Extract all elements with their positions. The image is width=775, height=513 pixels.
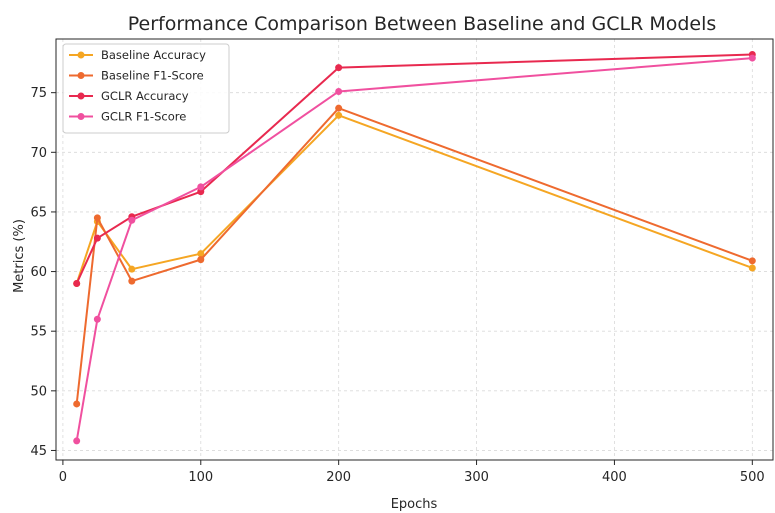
data-point-gclr-accuracy [335,64,343,72]
series-gclr-f1-score [73,54,756,445]
y-tick-label: 60 [30,265,47,280]
data-point-gclr-f1-score [128,216,136,224]
y-tick-label: 55 [30,325,47,340]
legend-item: GCLR F1-Score [69,110,186,124]
data-point-gclr-f1-score [748,54,756,62]
data-point-gclr-f1-score [335,87,343,95]
x-tick-label: 500 [740,470,765,485]
legend-swatch-marker [77,113,85,120]
x-tick-label: 0 [59,470,67,485]
legend-label: GCLR Accuracy [101,89,189,103]
data-point-baseline-accuracy [335,111,343,119]
x-tick-label: 400 [602,470,627,485]
data-point-baseline-f1-score [73,400,81,408]
data-point-gclr-f1-score [93,315,101,323]
x-axis-label: Epochs [391,497,438,512]
y-axis-label: Metrics (%) [12,219,27,293]
y-tick-label: 50 [30,384,47,399]
data-point-gclr-accuracy [73,279,81,287]
series-line-baseline-f1-score [75,107,753,405]
legend-swatch-marker [77,92,85,100]
axis-ticks: 0 100 200 300 400 500 45 50 55 60 65 70 75 [30,86,764,485]
data-point-baseline-f1-score [748,257,756,265]
chart-title: Performance Comparison Between Baseline … [128,13,717,35]
data-point-gclr-accuracy [93,234,101,242]
legend-label: Baseline F1-Score [101,69,204,83]
y-tick-label: 45 [30,444,47,459]
legend-label: GCLR F1-Score [101,110,186,124]
plot-frame [55,38,774,461]
data-point-gclr-f1-score [73,437,81,445]
legend-item: Baseline F1-Score [69,69,204,83]
y-tick-label: 70 [30,146,47,161]
data-point-baseline-f1-score [197,256,205,264]
legend-label: Baseline Accuracy [101,48,206,62]
series-line-baseline-accuracy [75,114,753,284]
grid [56,39,773,460]
legend-item: GCLR Accuracy [69,89,189,103]
data-point-baseline-f1-score [335,104,343,112]
legend-box [62,43,230,134]
x-tick-label: 200 [326,470,351,485]
data-point-gclr-f1-score [197,183,205,191]
series-group [73,51,756,445]
legend-swatch-marker [77,51,85,59]
y-tick-label: 75 [30,86,47,101]
legend-swatch-marker [77,72,85,79]
data-point-baseline-accuracy [128,265,136,273]
x-tick-label: 100 [188,470,213,485]
data-point-baseline-f1-score [93,214,101,222]
y-tick-label: 65 [30,205,47,220]
series-baseline-f1-score [73,104,756,408]
data-point-baseline-f1-score [128,277,136,285]
legend: Baseline Accuracy Baseline F1-Score GCLR A… [62,43,230,134]
x-tick-label: 300 [464,470,489,485]
series-line-gclr-f1-score [75,57,753,442]
data-point-baseline-accuracy [197,250,205,258]
legend-item: Baseline Accuracy [69,48,206,62]
data-point-baseline-accuracy [748,264,756,272]
